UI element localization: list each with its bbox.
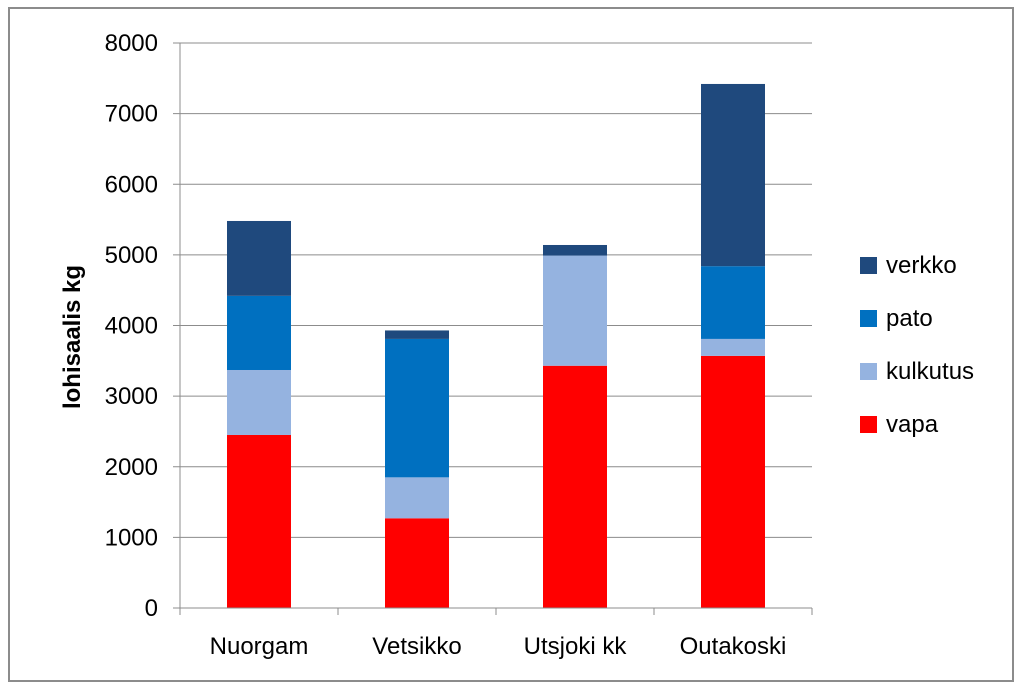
legend: verkko pato kulkutus vapa (860, 252, 974, 438)
legend-label-vapa: vapa (886, 411, 939, 438)
x-category-labels: Nuorgam Vetsikko Utsjoki kk Outakoski (210, 633, 787, 660)
y-tick-label: 6000 (105, 171, 158, 198)
bar-segment-pato (701, 266, 765, 339)
bar-segment-vapa (227, 435, 291, 608)
bars (227, 84, 765, 608)
x-category-label: Utsjoki kk (524, 633, 628, 660)
legend-swatch-kulkutus (860, 363, 877, 380)
legend-label-pato: pato (886, 305, 933, 332)
y-tick-label: 0 (145, 595, 158, 622)
bar-segment-kulkutus (385, 477, 449, 518)
bar-segment-kulkutus (701, 339, 765, 356)
y-tick-label: 7000 (105, 101, 158, 128)
bar-segment-kulkutus (543, 256, 607, 366)
y-tick-label: 5000 (105, 242, 158, 269)
y-tick-label: 2000 (105, 454, 158, 481)
bar-segment-vapa (385, 518, 449, 608)
legend-swatch-verkko (860, 257, 877, 274)
chart-frame: 0 1000 2000 3000 4000 5000 6000 7000 8000 Nuorga… (8, 7, 1014, 682)
bar-segment-kulkutus (227, 370, 291, 435)
bar-segment-vapa (701, 356, 765, 608)
bar-segment-verkko (543, 245, 607, 256)
y-tick-label: 4000 (105, 313, 158, 340)
bar-segment-pato (227, 296, 291, 370)
y-tick-label: 3000 (105, 383, 158, 410)
y-axis-title: lohisaalis kg (59, 265, 86, 409)
bar-segment-verkko (385, 330, 449, 338)
legend-label-kulkutus: kulkutus (886, 358, 974, 385)
legend-swatch-vapa (860, 416, 877, 433)
bar-segment-vapa (543, 366, 607, 608)
legend-label-verkko: verkko (886, 252, 957, 279)
x-category-label: Vetsikko (372, 633, 461, 660)
y-tick-label: 1000 (105, 524, 158, 551)
x-category-label: Nuorgam (210, 633, 309, 660)
y-tick-label: 8000 (105, 30, 158, 57)
stacked-bar-chart: 0 1000 2000 3000 4000 5000 6000 7000 8000 Nuorga… (10, 9, 1012, 680)
legend-swatch-pato (860, 310, 877, 327)
bar-segment-verkko (227, 221, 291, 296)
bar-segment-verkko (701, 84, 765, 266)
y-tick-labels: 0 1000 2000 3000 4000 5000 6000 7000 8000 (105, 30, 158, 622)
x-category-label: Outakoski (680, 633, 787, 660)
bar-segment-pato (385, 339, 449, 477)
